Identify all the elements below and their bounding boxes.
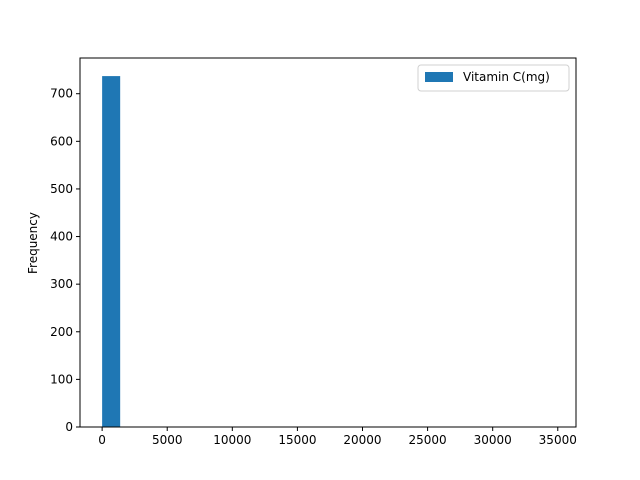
legend-label: Vitamin C(mg) <box>463 70 550 84</box>
y-tick-label: 100 <box>50 372 73 386</box>
y-tick-label: 600 <box>50 134 73 148</box>
x-tick-label: 30000 <box>474 433 512 447</box>
histogram-bar <box>102 76 121 428</box>
legend-frame <box>417 64 570 92</box>
x-tick-label: 15000 <box>278 433 316 447</box>
x-tick-label: 35000 <box>539 433 577 447</box>
x-tick-label: 0 <box>98 433 106 447</box>
y-tick-label: 400 <box>50 230 73 244</box>
y-tick-label: 200 <box>50 325 73 339</box>
y-tick-label: 700 <box>50 87 73 101</box>
x-tick-label: 20000 <box>343 433 381 447</box>
y-tick-label: 300 <box>50 277 73 291</box>
x-tick-label: 25000 <box>408 433 446 447</box>
x-tick-label: 10000 <box>213 433 251 447</box>
legend: Vitamin C(mg) <box>417 64 570 92</box>
x-tick-label: 5000 <box>152 433 183 447</box>
y-axis-label: Frequency <box>26 212 40 274</box>
plot-area: 0 5000 10000 15000 20000 25000 30000 35000 0 100 2… <box>50 57 577 447</box>
axes-frame <box>79 57 577 428</box>
legend-swatch <box>425 72 453 82</box>
y-tick-label: 0 <box>65 420 73 434</box>
y-tick-label: 500 <box>50 182 73 196</box>
